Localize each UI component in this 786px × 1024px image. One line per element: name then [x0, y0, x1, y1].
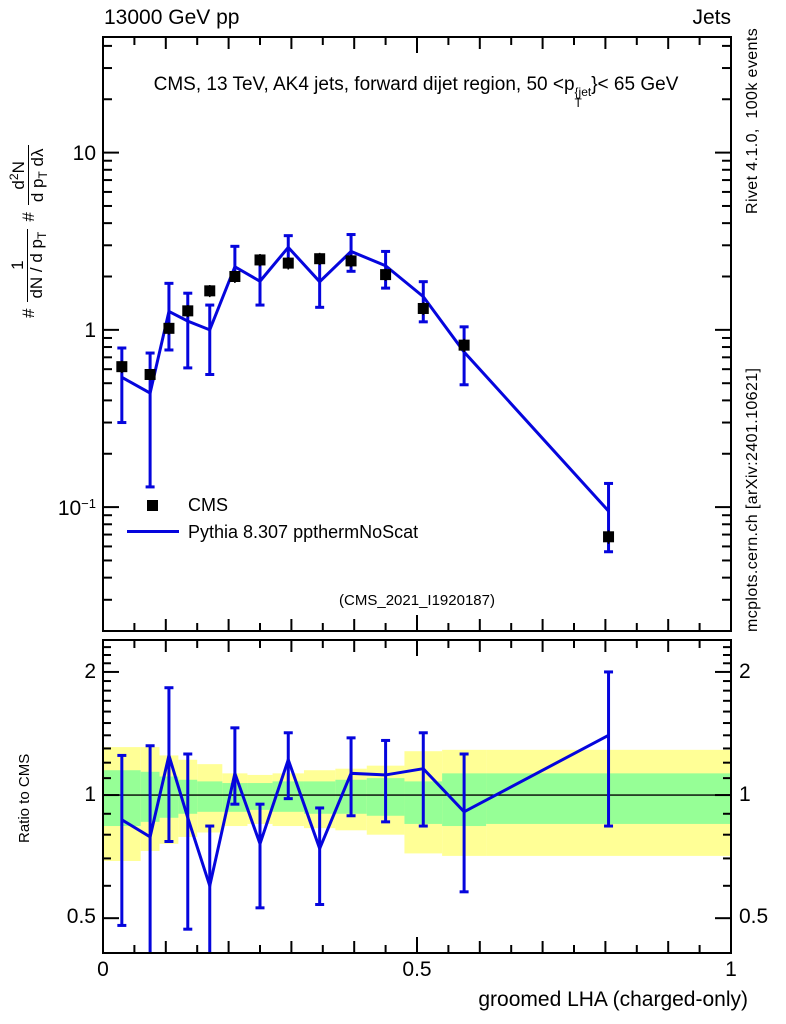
ratio-ytick-right-1: 1: [739, 783, 751, 806]
panel-title-sup: {jet: [574, 85, 592, 99]
ratio-ytick-left-1: 1: [84, 783, 96, 806]
ratio-y-axis-label: Ratio to CMS: [16, 753, 33, 843]
ratio-panel-border: [102, 639, 732, 954]
ratio-ytick-left-2: 2: [84, 660, 96, 683]
ylabel-frac1-numerator: 1: [8, 260, 27, 270]
panel-title: CMS, 13 TeV, AK4 jets, forward dijet reg…: [154, 74, 679, 109]
xtick-0: 0: [97, 958, 109, 981]
main-ytick-1: 1: [84, 319, 96, 342]
x-axis-title: groomed LHA (charged-only): [478, 988, 748, 1011]
data-point-square: [229, 271, 241, 283]
ratio-ytick-left-0p5: 0.5: [66, 905, 96, 928]
data-point-square: [144, 368, 156, 380]
header-beam-energy: 13000 GeV pp: [104, 6, 240, 29]
data-point-square: [345, 255, 357, 267]
analysis-watermark: (CMS_2021_I1920187): [339, 592, 495, 609]
legend-pythia-label: Pythia 8.307 ppthermNoScat: [188, 522, 419, 542]
data-point-square: [254, 254, 266, 266]
data-point-square: [458, 339, 470, 351]
main-panel-border: [102, 36, 732, 632]
data-point-square: [603, 531, 615, 543]
rivet-version-note: Rivet 4.1.0, 100k events: [744, 27, 761, 214]
data-point-square: [380, 269, 392, 281]
data-point-square: [163, 322, 175, 334]
panel-title-post: }< 65 GeV: [591, 74, 679, 95]
main-ytick-0p1: 10−1: [57, 496, 96, 520]
header-process: Jets: [692, 6, 731, 29]
data-point-square: [204, 285, 216, 297]
legend-cms-square-marker: [147, 500, 158, 511]
legend-cms-label: CMS: [188, 495, 228, 515]
ylabel-hash-2: #: [18, 212, 38, 222]
data-point-square: [417, 302, 429, 314]
xtick-1: 1: [725, 958, 737, 981]
ylabel-frac1-denominator: dN / d pT: [26, 228, 49, 302]
main-ytick-10: 10: [72, 142, 96, 165]
main-y-axis-label: # 1 dN / d pT # d2N d pT dλ: [7, 145, 50, 318]
ratio-model-series: [117, 670, 614, 953]
panel-title-sub: T: [574, 96, 582, 110]
ratio-ytick-right-0p5: 0.5: [739, 905, 769, 928]
xtick-0p5: 0.5: [402, 958, 432, 981]
legend-pythia-line-marker: [127, 530, 179, 533]
data-point-square: [182, 305, 194, 317]
ylabel-fraction-1: 1 dN / d pT: [8, 228, 49, 302]
mcplots-arxiv-note: mcplots.cern.ch [arXiv:2401.10621]: [744, 367, 761, 632]
data-point-square: [314, 253, 326, 265]
green-band-bin: [197, 781, 223, 812]
ylabel-hash-1: #: [18, 308, 38, 318]
data-point-square: [282, 257, 294, 269]
panel-title-pre: CMS, 13 TeV, AK4 jets, forward dijet reg…: [153, 74, 575, 95]
model-line: [121, 245, 610, 513]
main-data: [116, 233, 615, 554]
ratio-ytick-right-2: 2: [739, 660, 751, 683]
axes: [102, 36, 732, 954]
data-point-square: [116, 361, 128, 373]
pt-superscript-stack: {jet T: [574, 85, 592, 110]
ratio-model-line: [121, 733, 610, 892]
ylabel-frac2-numerator: d2N: [7, 161, 28, 190]
